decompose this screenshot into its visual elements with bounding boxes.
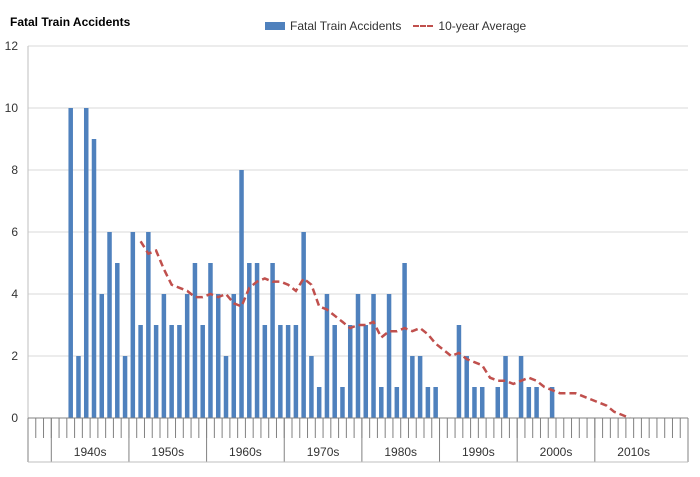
bar bbox=[215, 294, 221, 418]
bar bbox=[161, 294, 167, 418]
bar bbox=[177, 325, 182, 418]
bar bbox=[184, 294, 190, 418]
bar bbox=[146, 232, 151, 418]
bar bbox=[340, 387, 345, 418]
bar bbox=[347, 325, 353, 418]
legend-label-bars: Fatal Train Accidents bbox=[290, 19, 402, 33]
bar bbox=[254, 263, 260, 418]
chart-title: Fatal Train Accidents bbox=[10, 15, 131, 29]
y-tick-label: 2 bbox=[11, 349, 18, 363]
bar bbox=[456, 325, 462, 418]
bar bbox=[262, 325, 268, 418]
bar bbox=[231, 294, 237, 418]
bar bbox=[386, 294, 392, 418]
x-decade-label: 1960s bbox=[229, 445, 262, 459]
x-axis: 1940s 1950s 1960s 1970s 1980s 1990s 2000s 2010s bbox=[27, 46, 689, 463]
bar bbox=[363, 325, 369, 418]
bar bbox=[115, 263, 120, 418]
bar bbox=[285, 325, 291, 418]
bar bbox=[107, 232, 112, 418]
bar bbox=[91, 139, 97, 418]
y-tick-label: 8 bbox=[11, 163, 18, 177]
y-tick-label: 6 bbox=[11, 225, 18, 239]
bar bbox=[278, 325, 283, 418]
average-line-series bbox=[139, 240, 631, 420]
bar bbox=[76, 356, 81, 418]
bar bbox=[394, 387, 400, 418]
x-decade-label: 2010s bbox=[617, 445, 650, 459]
y-tick-labels: 0 2 4 6 8 10 12 bbox=[5, 39, 19, 425]
bar bbox=[293, 325, 299, 418]
bar bbox=[68, 108, 73, 418]
bar bbox=[99, 294, 105, 418]
legend-label-average: 10-year Average bbox=[438, 19, 527, 33]
bar bbox=[153, 325, 159, 418]
bar bbox=[526, 387, 532, 418]
bar bbox=[223, 356, 229, 418]
bar bbox=[355, 294, 361, 418]
average-line bbox=[139, 240, 631, 420]
bar bbox=[371, 294, 376, 418]
y-tick-label: 10 bbox=[5, 101, 19, 115]
bar bbox=[130, 232, 136, 418]
y-tick-label: 12 bbox=[5, 39, 19, 53]
bar bbox=[402, 263, 407, 418]
bar bbox=[83, 108, 89, 418]
x-decade-label: 1940s bbox=[74, 445, 107, 459]
bar bbox=[309, 356, 314, 418]
bar bbox=[433, 387, 438, 418]
bar bbox=[534, 387, 539, 418]
bar bbox=[518, 356, 524, 418]
bar bbox=[270, 263, 275, 418]
bar bbox=[495, 387, 501, 418]
bar bbox=[239, 170, 244, 418]
bar bbox=[122, 356, 128, 418]
bar bbox=[138, 325, 143, 418]
bar-series bbox=[68, 108, 555, 418]
bar bbox=[464, 356, 469, 418]
bar bbox=[301, 232, 306, 418]
bar bbox=[479, 387, 485, 418]
x-decade-label: 2000s bbox=[540, 445, 573, 459]
bar bbox=[549, 387, 555, 418]
bar bbox=[316, 387, 322, 418]
bar bbox=[503, 356, 508, 418]
x-decade-label: 1990s bbox=[462, 445, 495, 459]
bar bbox=[472, 387, 477, 418]
bar bbox=[169, 325, 174, 418]
x-decade-label: 1950s bbox=[151, 445, 184, 459]
bar bbox=[324, 294, 330, 418]
legend-bar-swatch bbox=[265, 22, 285, 30]
legend-item-average: 10-year Average bbox=[413, 19, 526, 33]
legend: Fatal Train Accidents 10-year Average bbox=[265, 19, 538, 33]
bar bbox=[410, 356, 415, 418]
legend-line-swatch bbox=[413, 25, 434, 27]
x-decade-label: 1970s bbox=[307, 445, 340, 459]
bar bbox=[425, 387, 431, 418]
bar bbox=[379, 387, 384, 418]
bar bbox=[200, 325, 205, 418]
y-tick-label: 4 bbox=[11, 287, 18, 301]
bar bbox=[192, 263, 198, 418]
x-decade-label: 1980s bbox=[384, 445, 417, 459]
bar bbox=[247, 263, 252, 418]
legend-item-bars: Fatal Train Accidents bbox=[265, 19, 401, 33]
bar bbox=[332, 325, 337, 418]
y-tick-label: 0 bbox=[11, 411, 18, 425]
bar bbox=[208, 263, 213, 418]
bar bbox=[417, 356, 423, 418]
